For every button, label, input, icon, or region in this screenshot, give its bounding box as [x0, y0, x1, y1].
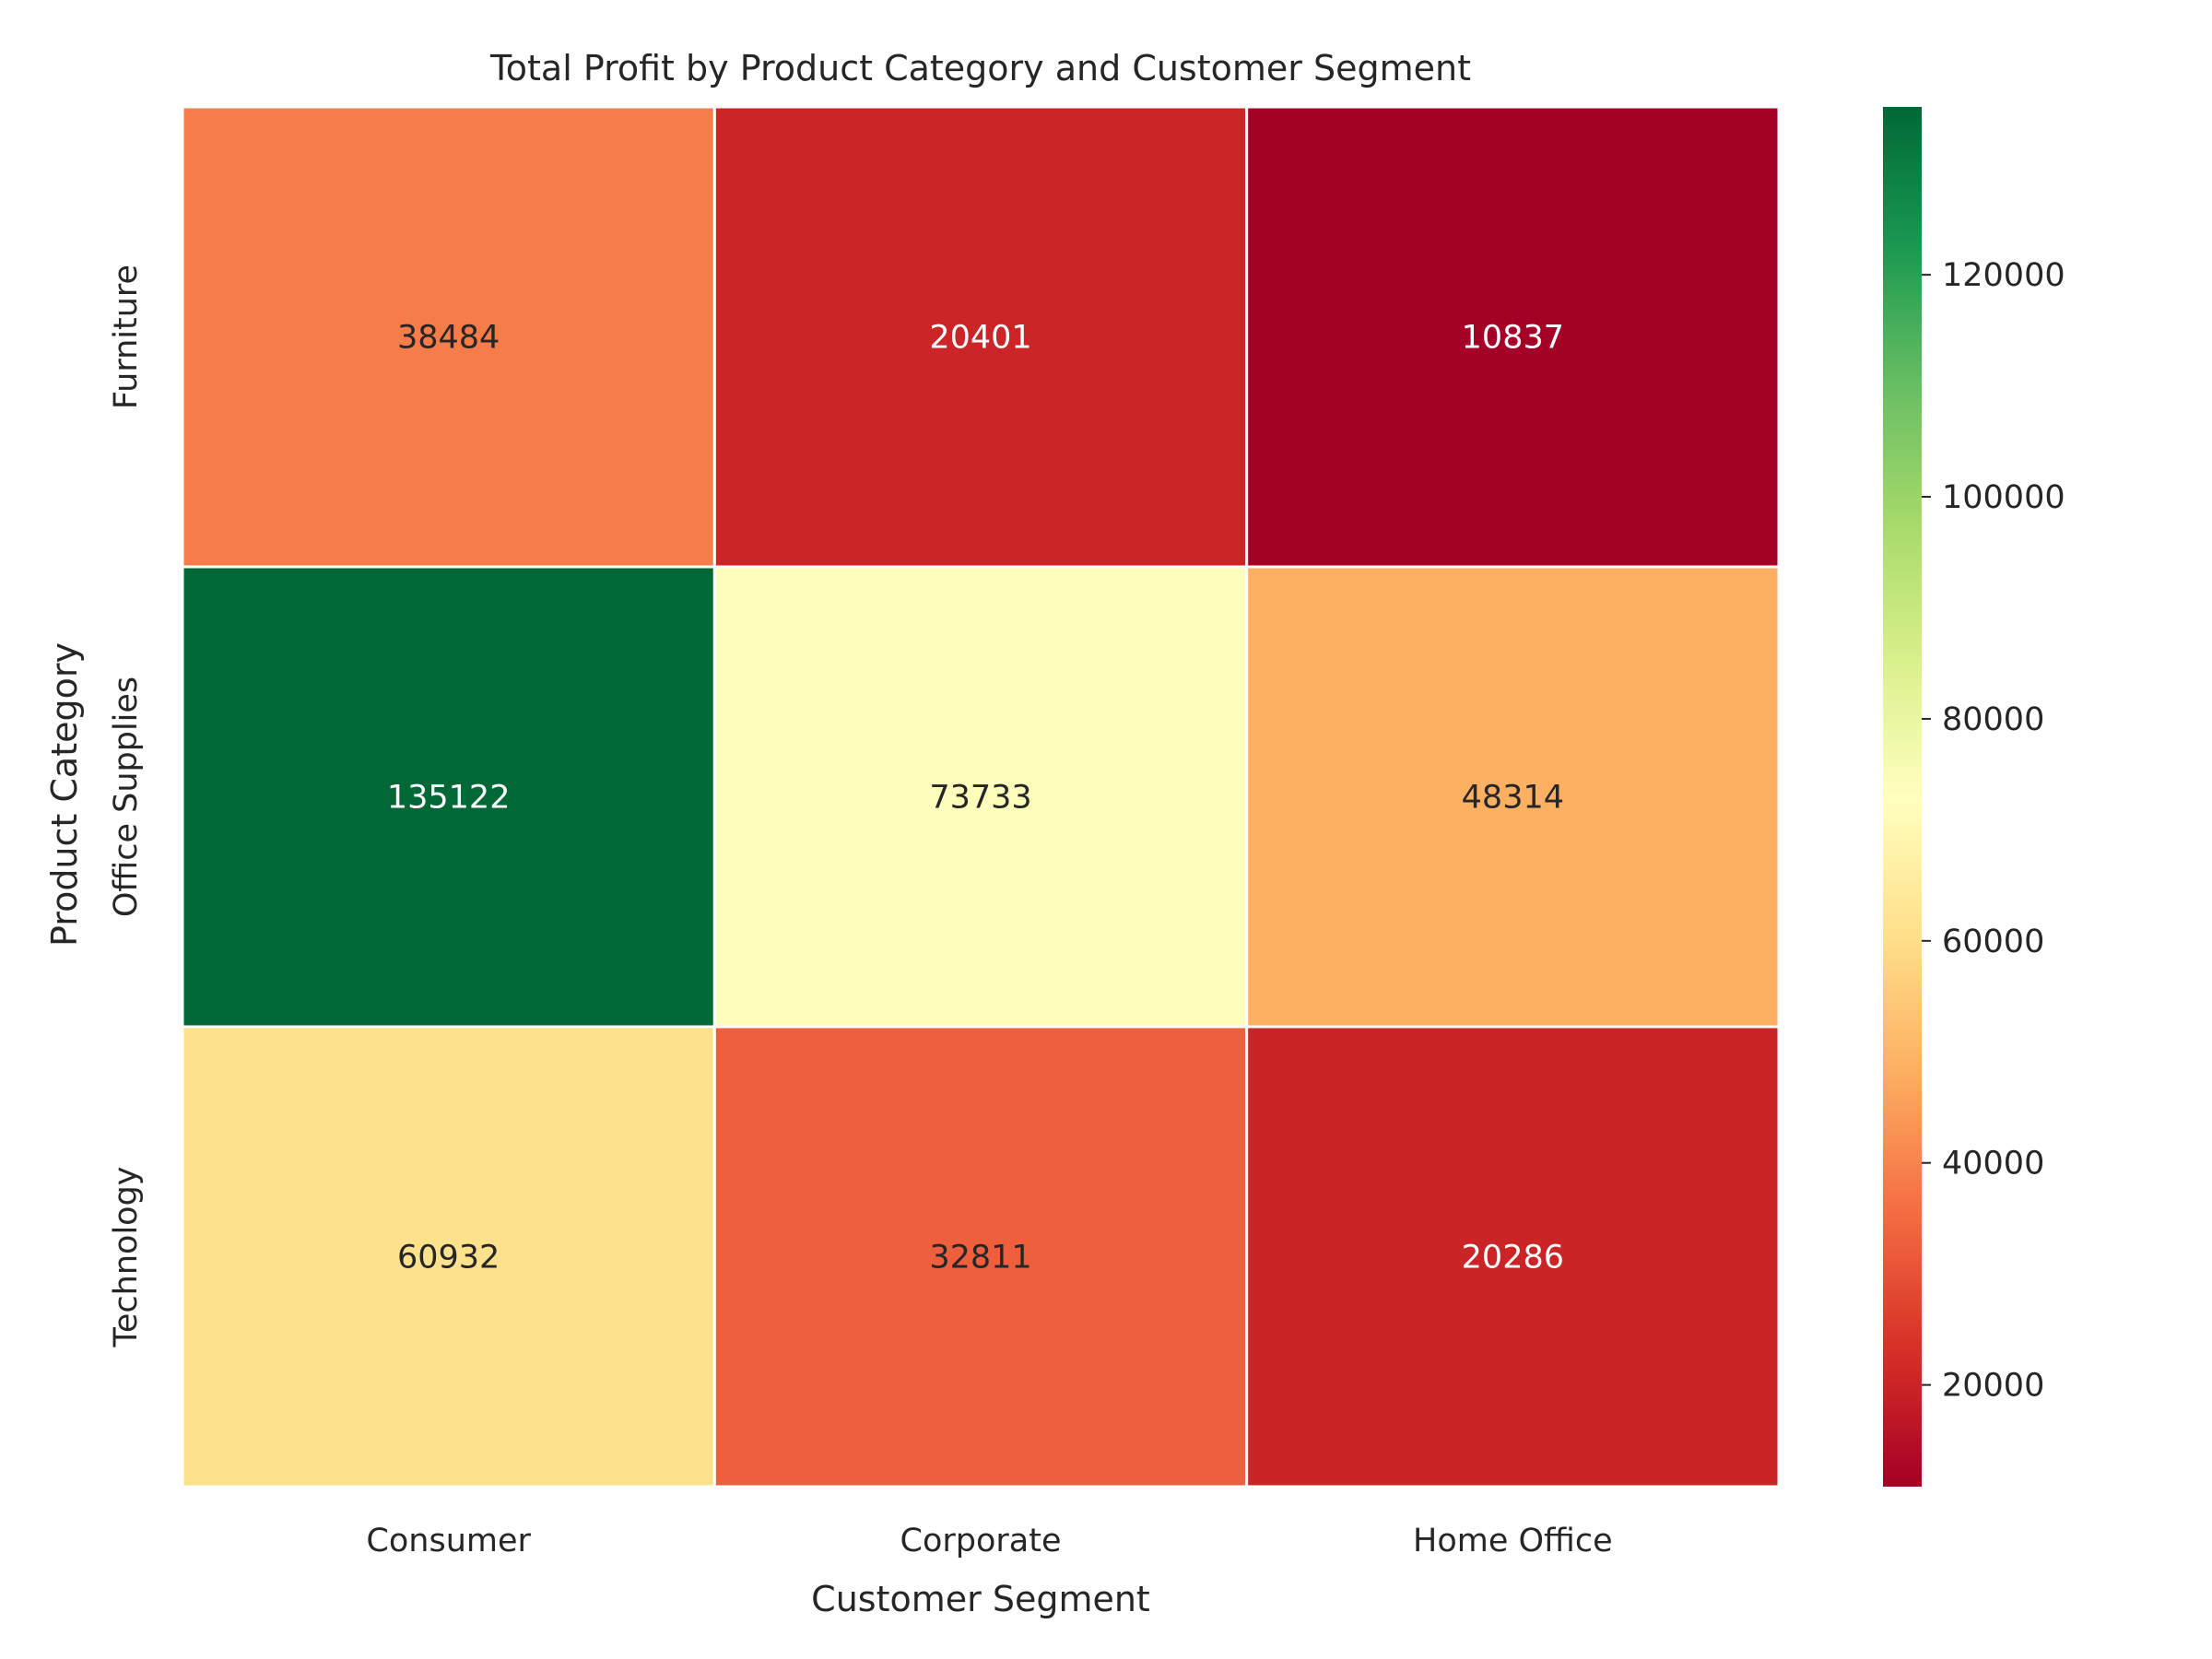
cell-value-label: 20401	[929, 320, 1031, 357]
heatmap-cell-furniture-corporate	[712, 105, 1249, 569]
x-tick-label-consumer: Consumer	[366, 1523, 531, 1559]
y-tick-label-office-supplies: Office Supplies	[108, 677, 145, 917]
colorbar-tick-label: 60000	[1942, 924, 2044, 960]
cell-value-label: 48314	[1462, 780, 1564, 817]
colorbar	[1883, 107, 1922, 1487]
x-axis-label: Customer Segment	[811, 1579, 1150, 1619]
chart-title: Total Profit by Product Category and Cus…	[489, 48, 1471, 88]
colorbar-ticks: 20000 40000 60000 80000 100000 120000	[1922, 257, 2065, 1405]
x-tick-label-home-office: Home Office	[1413, 1523, 1613, 1559]
heatmap-cell-labels: 38484 20401 10837 135122 73733 48314 60932 3281…	[387, 320, 1564, 1277]
heatmap-cell-furniture-home-office	[1245, 105, 1781, 569]
heatmap-cell-technology-consumer	[181, 1025, 716, 1488]
y-tick-label-technology: Technology	[108, 1166, 145, 1347]
heatmap-cell-office-supplies-consumer	[181, 565, 716, 1029]
x-tick-label-corporate: Corporate	[900, 1523, 1062, 1559]
heatmap-cell-technology-corporate	[712, 1025, 1249, 1488]
cell-value-label: 38484	[397, 320, 500, 357]
heatmap-cell-office-supplies-home-office	[1245, 565, 1781, 1029]
colorbar-tick-label: 40000	[1942, 1146, 2044, 1182]
x-axis-ticks: Consumer Corporate Home Office	[366, 1523, 1612, 1559]
colorbar-tick-label: 100000	[1942, 479, 2065, 516]
cell-value-label: 32811	[929, 1240, 1031, 1277]
cell-value-label: 135122	[387, 780, 511, 817]
colorbar-tick-label: 20000	[1942, 1368, 2044, 1405]
colorbar-tick-label: 120000	[1942, 257, 2065, 294]
heatmap-cells	[181, 105, 1781, 1488]
heatmap-cell-technology-home-office	[1245, 1025, 1781, 1488]
heatmap-cell-furniture-consumer	[181, 105, 716, 569]
cell-value-label: 20286	[1462, 1240, 1564, 1277]
colorbar-tick-label: 80000	[1942, 701, 2044, 738]
y-axis-label: Product Category	[44, 642, 85, 947]
y-tick-label-furniture: Furniture	[108, 265, 145, 409]
cell-value-label: 60932	[397, 1240, 500, 1277]
cell-value-label: 10837	[1462, 320, 1564, 357]
heatmap-cell-office-supplies-corporate	[712, 565, 1249, 1029]
cell-value-label: 73733	[929, 780, 1031, 817]
y-axis-ticks: Furniture Office Supplies Technology	[108, 265, 145, 1348]
